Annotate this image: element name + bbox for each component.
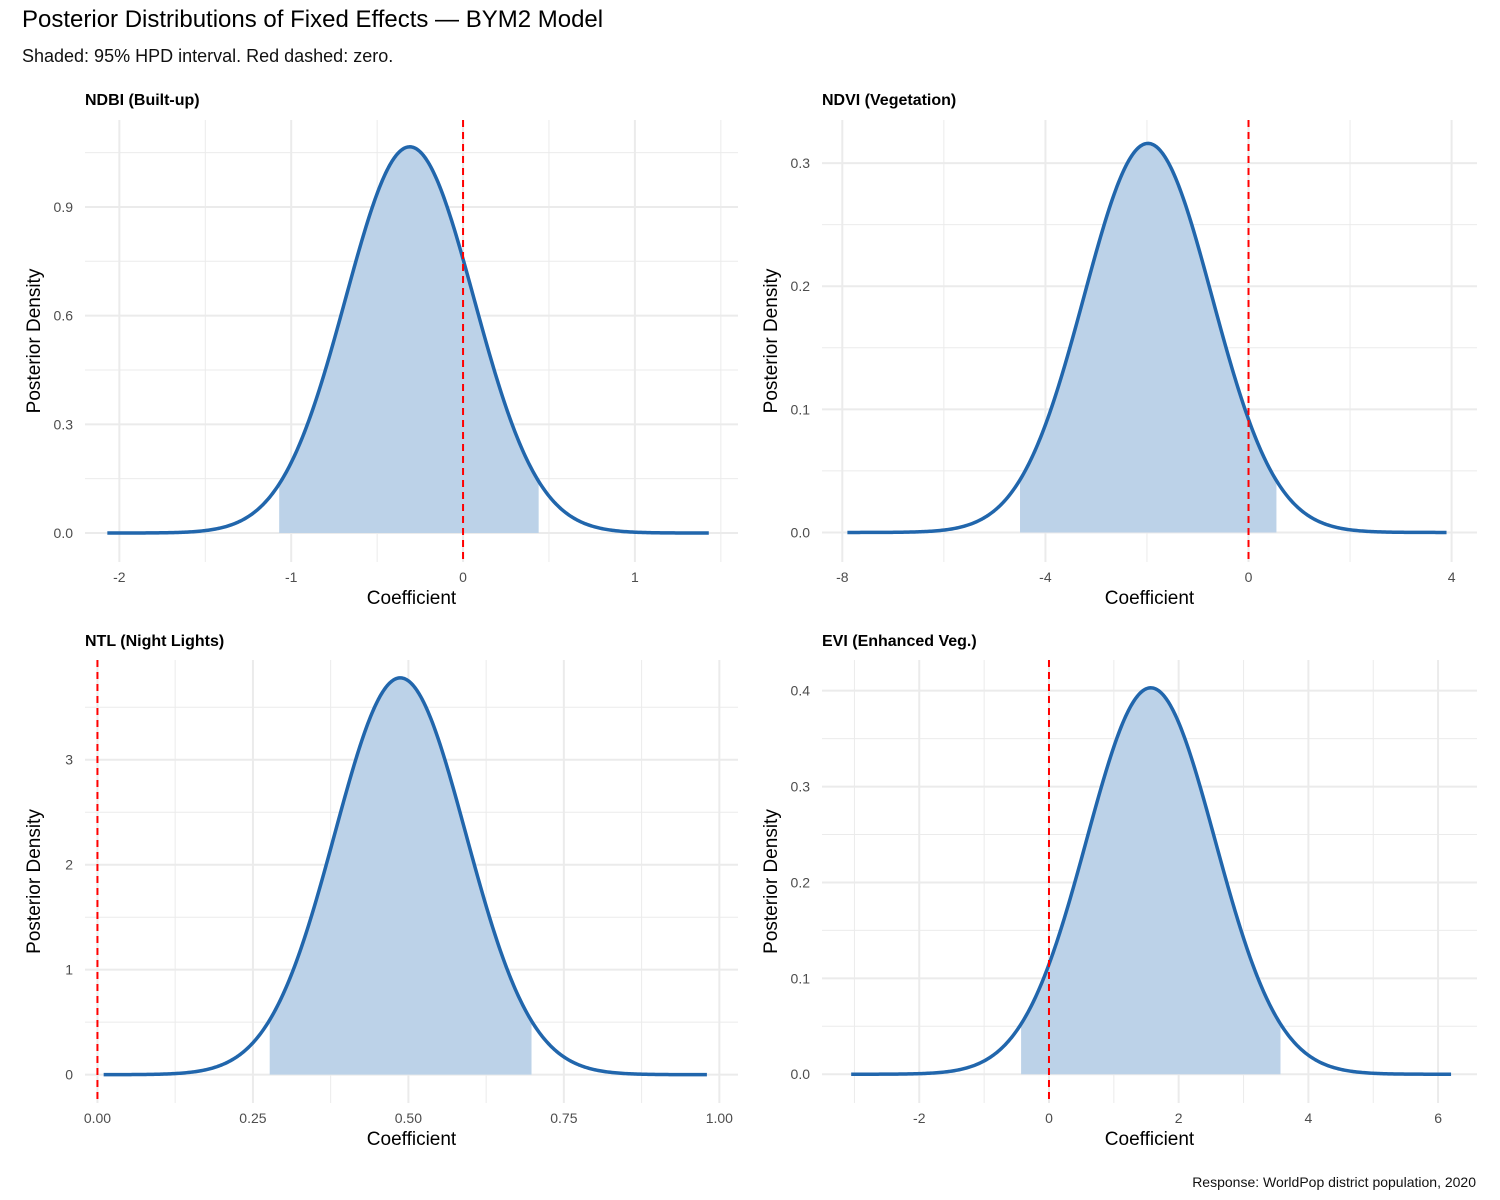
x-axis-label: Coefficient xyxy=(367,588,457,609)
x-tick-label: 0.75 xyxy=(550,1110,577,1126)
panel-title: EVI (Enhanced Veg.) xyxy=(822,633,977,650)
figure-caption: Response: WorldPop district population, … xyxy=(1192,1174,1476,1190)
x-tick-label: 0 xyxy=(1045,1110,1053,1126)
hpd-interval-area xyxy=(269,677,532,1075)
x-tick-label: 1 xyxy=(631,569,639,585)
posterior-density-curve xyxy=(847,141,1447,535)
y-tick-label: 0.0 xyxy=(54,525,74,541)
y-tick-label: 0.3 xyxy=(54,416,74,432)
x-tick-label: 2 xyxy=(1175,1110,1183,1126)
x-tick-label: 0.00 xyxy=(84,1110,111,1126)
y-tick-label: 0.4 xyxy=(791,683,811,699)
hpd-interval-area xyxy=(1021,687,1281,1075)
y-axis-label: Posterior Density xyxy=(761,268,782,413)
figure-subtitle: Shaded: 95% HPD interval. Red dashed: ze… xyxy=(22,46,394,66)
x-axis-label: Coefficient xyxy=(367,1129,457,1150)
y-tick-label: 0.1 xyxy=(791,401,811,417)
y-tick-label: 3 xyxy=(65,752,73,768)
figure-title: Posterior Distributions of Fixed Effects… xyxy=(22,6,604,33)
y-axis-label: Posterior Density xyxy=(761,809,782,954)
y-tick-label: 0.6 xyxy=(54,308,74,324)
y-tick-label: 0.1 xyxy=(791,970,811,986)
panel-title: NDVI (Vegetation) xyxy=(822,92,956,109)
panel-title: NDBI (Built-up) xyxy=(85,92,200,109)
panel-3: -2 0 2 4 6 0.0 0.1 0.2 0.3 0.4 EVI (Enhanced Veg.)… xyxy=(761,633,1477,1150)
x-tick-label: -2 xyxy=(113,569,126,585)
x-tick-label: 0 xyxy=(459,569,467,585)
x-tick-label: -4 xyxy=(1039,569,1052,585)
x-tick-label: -8 xyxy=(836,569,849,585)
x-tick-label: -2 xyxy=(913,1110,926,1126)
y-tick-label: 1 xyxy=(65,962,73,978)
hpd-interval-area xyxy=(1020,143,1277,533)
panel-0: -2 -1 0 1 0.0 0.3 0.6 0.9 NDBI (Built-up) Coeffic… xyxy=(24,92,738,609)
y-tick-label: 0.2 xyxy=(791,278,811,294)
posterior-density-curve xyxy=(107,145,710,535)
y-tick-label: 2 xyxy=(65,857,73,873)
x-tick-label: 4 xyxy=(1448,569,1456,585)
y-tick-label: 0.3 xyxy=(791,779,811,795)
y-tick-label: 0.0 xyxy=(791,1066,811,1082)
y-tick-label: 0.2 xyxy=(791,874,811,890)
y-axis-label: Posterior Density xyxy=(24,268,45,413)
panel-1: -8 -4 0 4 0.0 0.1 0.2 0.3 NDVI (Vegetation) Coeff… xyxy=(761,92,1477,609)
x-tick-label: -1 xyxy=(285,569,298,585)
x-tick-label: 4 xyxy=(1304,1110,1312,1126)
hpd-interval-area xyxy=(279,146,539,534)
posterior-density-curve xyxy=(850,686,1452,1076)
panel-title: NTL (Night Lights) xyxy=(85,633,224,650)
y-axis-label: Posterior Density xyxy=(24,809,45,954)
y-tick-label: 0 xyxy=(65,1067,73,1083)
y-tick-label: 0.3 xyxy=(791,155,811,171)
x-tick-label: 1.00 xyxy=(706,1110,733,1126)
x-tick-label: 0.50 xyxy=(395,1110,422,1126)
x-tick-label: 6 xyxy=(1434,1110,1442,1126)
x-tick-label: 0 xyxy=(1245,569,1253,585)
posterior-density-curve xyxy=(103,676,708,1077)
y-tick-label: 0.9 xyxy=(54,199,74,215)
x-tick-label: 0.25 xyxy=(239,1110,266,1126)
panel-2: 0.00 0.25 0.50 0.75 1.00 0 1 2 3 NTL (Night Light… xyxy=(24,633,738,1150)
y-tick-label: 0.0 xyxy=(791,524,811,540)
x-axis-label: Coefficient xyxy=(1105,588,1195,609)
x-axis-label: Coefficient xyxy=(1105,1129,1195,1150)
